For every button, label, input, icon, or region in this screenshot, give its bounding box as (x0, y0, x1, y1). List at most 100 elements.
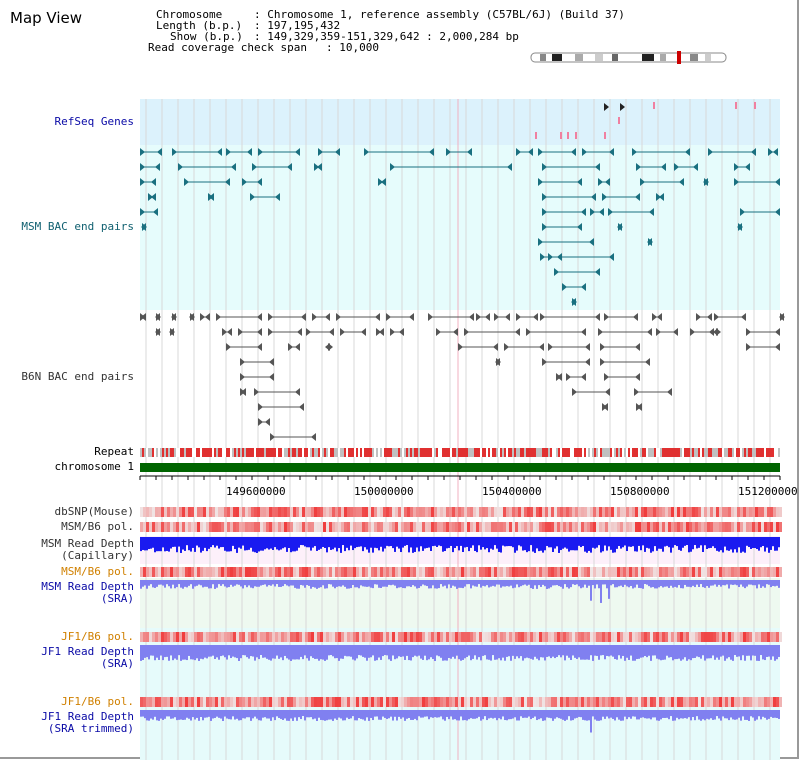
msm-pol2-cell (284, 567, 287, 577)
jf1-sra-depth-bar (174, 645, 176, 659)
msm-sra-depth-bar (176, 580, 178, 588)
length-label: Length (b.p.) (156, 19, 243, 32)
msm-capillary-depth-bar (598, 537, 600, 546)
msm-sra-depth-bar (312, 580, 314, 587)
jf1-depth-sra-label-1[interactable]: JF1 Read Depth (41, 645, 134, 658)
msm-pol2-cell (278, 567, 281, 577)
dbsnp-cell (749, 507, 752, 517)
axis-tick-label: 151200000 (738, 485, 798, 498)
msm-depth-capillary-label-1[interactable]: MSM Read Depth (41, 537, 134, 550)
msm-capillary-depth-bar (704, 537, 706, 546)
msm-pol-cell (698, 522, 701, 532)
b6n-bac-pair-end (600, 343, 605, 351)
msm-bac-pair-end (608, 208, 613, 216)
repeat-segment (530, 448, 532, 457)
repeat-segment (460, 448, 462, 457)
msm-capillary-depth-bar (288, 537, 290, 549)
msm-bac-pair-end (708, 148, 713, 156)
dbsnp-label[interactable]: dbSNP(Mouse) (54, 505, 134, 518)
msm-b6-pol2-label[interactable]: MSM/B6 pol. (61, 565, 134, 578)
msm-pol-cell (590, 522, 593, 532)
msm-pol2-cell (578, 567, 581, 577)
msm-capillary-depth-bar (670, 537, 672, 553)
jf1-depth-trimmed-label-1[interactable]: JF1 Read Depth (41, 710, 134, 723)
jf1-pol-cell (434, 632, 437, 642)
jf1-trimmed-depth-bar (486, 710, 488, 721)
msm-sra-depth-bar (534, 580, 536, 586)
msm-sra-depth-bar (728, 580, 730, 589)
dbsnp-cell (341, 507, 344, 517)
msm-depth-sra-label-1[interactable]: MSM Read Depth (41, 580, 134, 593)
msm-bac-label[interactable]: MSM BAC end pairs (21, 220, 134, 233)
msm-capillary-depth-bar (218, 537, 220, 549)
jf1-trimmed-depth-bar (472, 710, 474, 719)
msm-capillary-depth-bar (142, 537, 144, 550)
msm-sra-depth-bar (536, 580, 538, 589)
jf1-pol-cell (743, 632, 746, 642)
jf1-pol2-cell (254, 697, 257, 707)
msm-pol-cell (521, 522, 524, 532)
refseq-label[interactable]: RefSeq Genes (54, 115, 134, 128)
msm-capillary-depth-bar (292, 537, 294, 552)
repeat-segment (490, 448, 492, 457)
dbsnp-cell (605, 507, 608, 517)
msm-pol-cell (680, 522, 683, 532)
jf1-pol2-cell (533, 697, 536, 707)
jf1-trimmed-depth-bar (490, 710, 492, 718)
jf1-pol-cell (554, 632, 557, 642)
jf1-pol-cell (659, 632, 662, 642)
msm-pol2-cell (257, 567, 260, 577)
jf1-trimmed-depth-bar (276, 710, 278, 717)
repeat-segment (292, 448, 294, 457)
msm-pol2-cell (725, 567, 728, 577)
b6n-bac-label[interactable]: B6N BAC end pairs (21, 370, 134, 383)
jf1-pol2-cell (455, 697, 458, 707)
msm-capillary-depth-bar (404, 537, 406, 546)
repeat-segment (498, 448, 500, 457)
msm-bac-pair-end (140, 208, 145, 216)
msm-capillary-depth-bar (420, 537, 422, 547)
msm-pol-cell (452, 522, 455, 532)
msm-pol2-cell (464, 567, 467, 577)
jf1-pol-cell (341, 632, 344, 642)
dbsnp-cell (524, 507, 527, 517)
msm-capillary-depth-bar (610, 537, 612, 550)
jf1-b6-pol2-label[interactable]: JF1/B6 pol. (61, 695, 134, 708)
jf1-sra-depth-bar (654, 645, 656, 656)
gene-glyph (604, 103, 609, 111)
msm-capillary-depth-bar (164, 537, 166, 552)
jf1-trimmed-depth-bar (374, 710, 376, 717)
msm-sra-depth-bar (452, 580, 454, 586)
jf1-pol-cell (266, 632, 269, 642)
repeat-segment (722, 448, 724, 457)
msm-sra-depth-bar (356, 580, 358, 588)
jf1-pol2-cell (383, 697, 386, 707)
jf1-trimmed-depth-bar (204, 710, 206, 718)
dbsnp-cell (479, 507, 482, 517)
msm-pol2-cell (608, 567, 611, 577)
jf1-sra-depth-bar (410, 645, 412, 661)
msm-capillary-depth-bar (276, 537, 278, 550)
msm-pol-cell (707, 522, 710, 532)
repeat-segment (282, 448, 284, 457)
jf1-pol-cell (356, 632, 359, 642)
jf1-pol-cell (326, 632, 329, 642)
msm-sra-depth-bar (674, 580, 676, 587)
jf1-b6-pol-label[interactable]: JF1/B6 pol. (61, 630, 134, 643)
repeat-segment (584, 448, 586, 457)
msm-capillary-depth-bar (196, 537, 198, 546)
repeat-segment (240, 448, 242, 457)
jf1-sra-depth-bar (642, 645, 644, 658)
msm-sra-depth-bar (432, 580, 434, 586)
jf1-sra-depth-bar (468, 645, 470, 656)
msm-pol2-cell (410, 567, 413, 577)
jf1-trimmed-depth-bar (730, 710, 732, 718)
jf1-trimmed-depth-bar (566, 710, 568, 720)
repeat-segment (206, 448, 208, 457)
msm-pol-cell (458, 522, 461, 532)
msm-capillary-depth-bar (358, 537, 360, 547)
msm-b6-pol-label[interactable]: MSM/B6 pol. (61, 520, 134, 533)
jf1-pol-cell (527, 632, 530, 642)
jf1-pol-cell (476, 632, 479, 642)
